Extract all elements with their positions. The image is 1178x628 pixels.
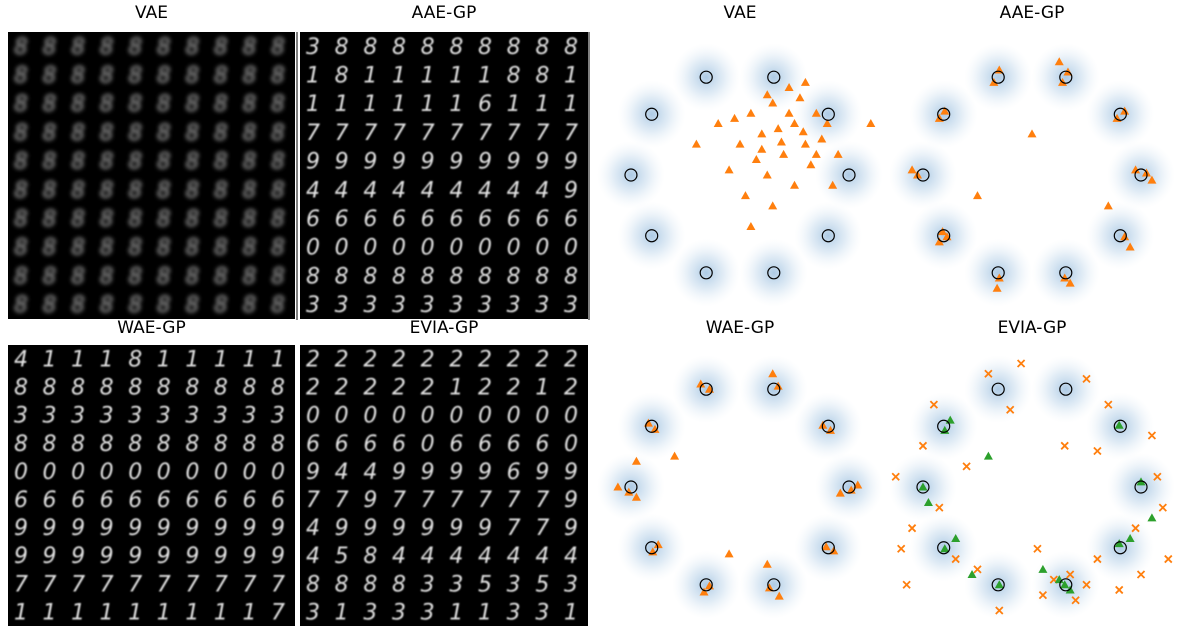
triangle-point	[730, 114, 739, 122]
cross-point	[898, 545, 905, 552]
sample-cloud	[1107, 141, 1175, 209]
triangle-point	[790, 181, 799, 189]
triangle-point	[746, 222, 755, 230]
sample-cloud	[597, 141, 665, 209]
sample-cloud	[889, 141, 957, 209]
triangle-point	[763, 171, 772, 179]
triangle-point	[866, 119, 875, 127]
triangle-point	[736, 140, 745, 148]
triangle-point	[752, 155, 761, 163]
sample-cloud	[740, 355, 808, 423]
triangle-point	[774, 124, 783, 132]
triangle-point	[757, 129, 766, 137]
cross-point	[1061, 442, 1068, 449]
cross-point	[1116, 586, 1123, 593]
triangle-point	[746, 109, 755, 117]
triangle-point	[806, 160, 815, 168]
cross-point	[903, 581, 910, 588]
sample-cloud	[964, 239, 1032, 307]
triangle-point	[973, 191, 982, 199]
triangle-point	[768, 201, 777, 209]
panel-title: WAE-GP	[117, 318, 185, 338]
panel-title: EVIA-GP	[410, 318, 479, 338]
triangle-point	[725, 549, 734, 557]
cross-point	[1034, 545, 1041, 552]
sample-cloud	[672, 239, 740, 307]
triangle-point	[692, 140, 701, 148]
panel-title: VAE	[135, 3, 168, 23]
triangle-point	[785, 109, 794, 117]
triangle-point	[812, 150, 821, 158]
triangle-point	[777, 138, 786, 146]
sample-cloud	[1086, 202, 1154, 270]
cross-point	[909, 525, 916, 532]
triangle-point	[757, 145, 766, 153]
sample-cloud	[1032, 43, 1100, 111]
cross-point	[1165, 556, 1172, 563]
panel-title: AAE-GP	[412, 3, 477, 23]
triangle-point	[714, 119, 723, 127]
sample-cloud	[618, 80, 686, 148]
triangle-point	[779, 150, 788, 158]
triangle-point	[725, 165, 734, 173]
triangle-point	[741, 191, 750, 199]
panel-title: AAE-GP	[1000, 3, 1065, 23]
sample-cloud	[910, 392, 978, 460]
panel-title: VAE	[724, 3, 757, 23]
sample-cloud	[597, 453, 665, 521]
figure: VAE8888888888888888888888888888888888888…	[0, 0, 1178, 628]
sample-cloud	[672, 551, 740, 619]
cross-point	[963, 463, 970, 470]
panel-title: EVIA-GP	[998, 318, 1067, 338]
triangle-point	[1028, 129, 1037, 137]
sample-cloud	[815, 453, 883, 521]
sample-cloud	[794, 202, 862, 270]
sample-cloud	[815, 141, 883, 209]
panel-title: WAE-GP	[706, 318, 774, 338]
triangle-point	[984, 452, 993, 460]
sample-cloud	[1032, 355, 1100, 423]
